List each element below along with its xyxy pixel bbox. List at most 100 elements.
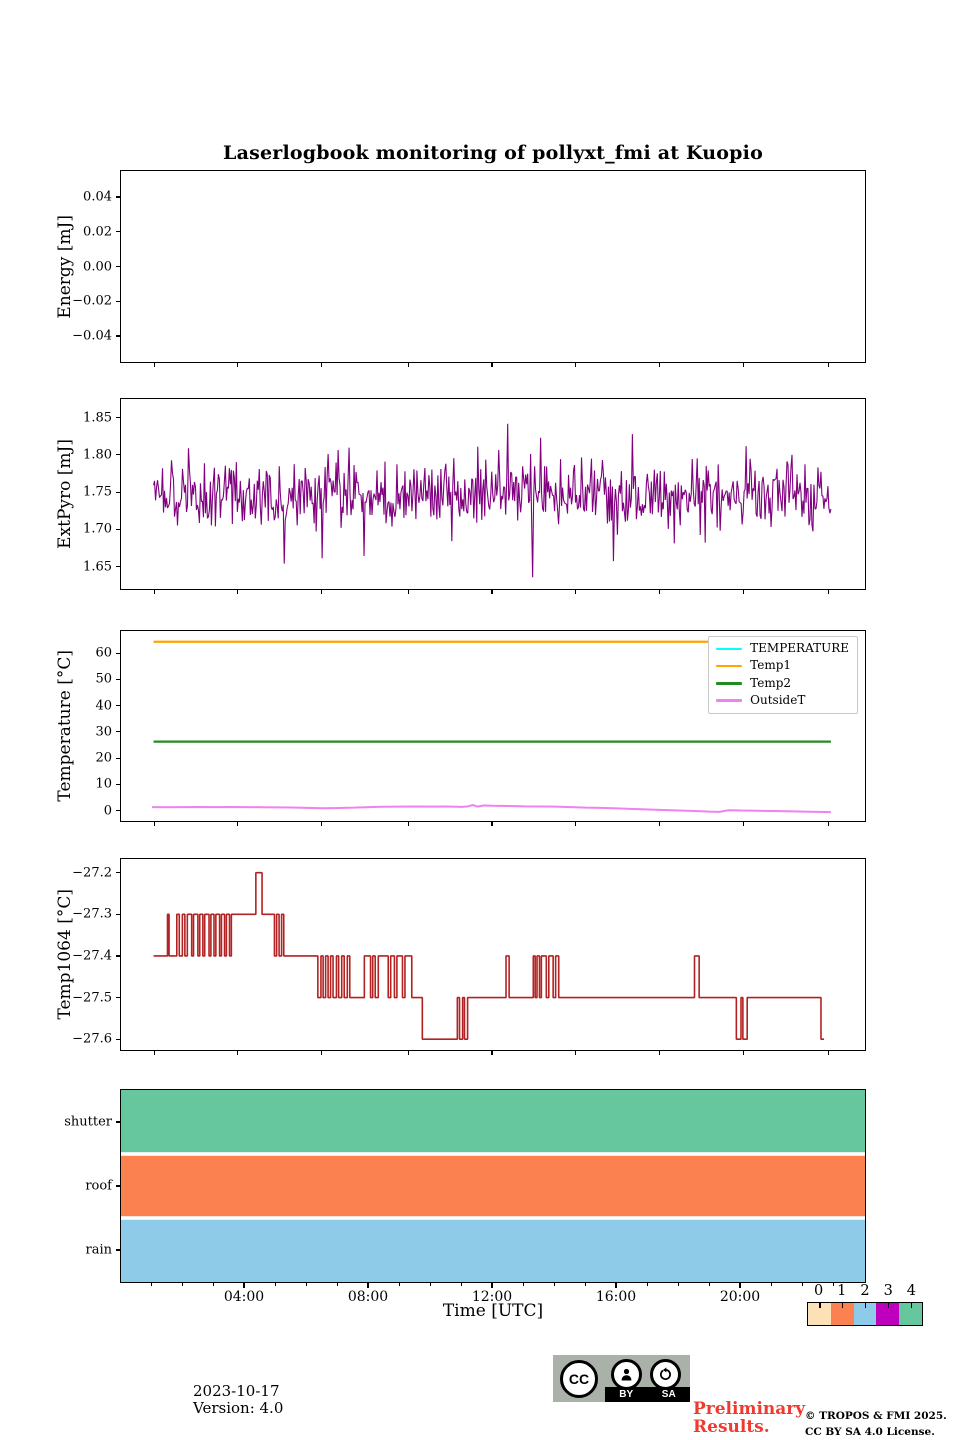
x-minor-tick	[832, 1283, 834, 1286]
cc-icon: CC	[560, 1360, 598, 1398]
x-tick	[153, 590, 155, 594]
x-tick	[491, 363, 493, 367]
OutsideT-line	[151, 804, 831, 814]
x-tick	[237, 363, 239, 367]
y-tick	[115, 652, 120, 654]
x-tick	[320, 363, 323, 367]
copyright-line1: © TROPOS & FMI 2025.	[805, 1410, 947, 1422]
x-major-tick	[739, 1283, 741, 1288]
y-tick-label: 0.02	[83, 224, 112, 240]
x-tick-label: 16:00	[595, 1289, 637, 1305]
colorbar-tick	[864, 1303, 867, 1308]
x-tick	[320, 590, 323, 594]
y-tick	[115, 955, 120, 957]
legend-item: Temp2	[716, 676, 849, 691]
x-minor-tick	[336, 1283, 338, 1286]
x-tick	[827, 363, 829, 367]
y-tick-label: 40	[95, 698, 112, 714]
legend-label: OutsideT	[750, 692, 806, 707]
x-major-tick	[243, 1283, 245, 1288]
Temp1064-line	[153, 871, 825, 1040]
x-tick	[153, 822, 155, 826]
x-tick	[320, 822, 323, 826]
y-tick	[115, 335, 120, 337]
colorbar-tick	[842, 1303, 844, 1308]
x-tick	[237, 822, 239, 826]
colorbar-cell-1	[830, 1303, 854, 1325]
version-text: Version: 4.0	[193, 1399, 284, 1417]
preliminary-line1: Preliminary	[693, 1399, 806, 1419]
x-major-tick	[615, 1283, 617, 1288]
legend-item: OutsideT	[716, 692, 849, 708]
status-canvas	[121, 1090, 865, 1282]
colorbar-label: 4	[906, 1283, 917, 1299]
preliminary-results-text: Preliminary Results.	[693, 1400, 805, 1437]
legend-label: TEMPERATURE	[750, 641, 849, 655]
x-minor-tick	[212, 1283, 214, 1286]
x-tick-label: 04:00	[223, 1289, 265, 1305]
x-minor-tick	[398, 1283, 400, 1286]
legend-swatch-Temp2	[716, 682, 743, 685]
y-tick-label: 10	[95, 776, 112, 792]
colorbar-tick	[819, 1303, 821, 1308]
x-minor-tick	[181, 1283, 183, 1286]
legend-swatch-Temp1	[716, 664, 743, 668]
y-tick-label: −0.02	[72, 293, 112, 309]
x-minor-tick	[553, 1283, 555, 1286]
x-tick	[237, 1051, 239, 1055]
x-axis-label: Time [UTC]	[442, 1301, 544, 1321]
x-minor-tick	[677, 1283, 679, 1286]
x-tick	[575, 822, 577, 826]
y-tick-label: 0	[103, 803, 112, 819]
x-tick	[153, 1051, 155, 1055]
x-tick	[407, 822, 409, 826]
x-tick	[827, 1051, 829, 1055]
y-tick	[115, 809, 120, 812]
x-minor-tick	[460, 1283, 462, 1286]
y-tick-label: −27.6	[72, 1031, 112, 1047]
x-minor-tick	[708, 1283, 710, 1286]
x-tick	[491, 822, 493, 826]
x-tick	[237, 590, 239, 594]
x-tick	[491, 1051, 493, 1055]
legend-swatch-OutsideT	[716, 699, 743, 703]
x-tick	[827, 822, 829, 826]
y-tick	[115, 417, 120, 419]
cc-by-person-icon	[611, 1359, 642, 1390]
x-tick	[658, 590, 660, 594]
y-tick-label: 0.04	[83, 189, 112, 205]
y-tick-label: 1.75	[83, 484, 112, 500]
y-tick	[115, 1121, 120, 1123]
x-tick	[742, 590, 744, 594]
x-tick	[407, 1051, 409, 1055]
x-tick	[658, 822, 660, 826]
legend-item: TEMPERATURE	[716, 641, 849, 656]
temperature-plot: TEMPERATURE Temp1 Temp2 OutsideT	[120, 630, 866, 822]
x-minor-tick	[305, 1283, 307, 1286]
roof-band	[121, 1155, 865, 1217]
y-tick	[115, 1038, 120, 1040]
y-tick-label: 1.70	[83, 521, 112, 537]
x-minor-tick	[429, 1283, 431, 1286]
x-minor-tick	[522, 1283, 524, 1286]
colorbar	[807, 1302, 923, 1326]
temperature-legend: TEMPERATURE Temp1 Temp2 OutsideT	[708, 636, 858, 714]
y-tick	[115, 566, 120, 568]
y-tick	[115, 757, 120, 759]
x-tick	[575, 590, 577, 594]
date-text: 2023-10-17	[193, 1382, 280, 1400]
copyright-line2: CC BY SA 4.0 License.	[805, 1425, 935, 1438]
y-tick-label: −27.3	[72, 906, 112, 922]
status-plot	[120, 1089, 866, 1283]
x-tick	[407, 363, 409, 367]
y-tick	[115, 196, 120, 198]
copyright-text: © TROPOS & FMI 2025. CC BY SA 4.0 Licens…	[805, 1409, 947, 1440]
colorbar-label: 1	[837, 1283, 847, 1299]
colorbar-tick	[887, 1303, 889, 1308]
x-tick	[827, 590, 829, 594]
y-tick-label: 1.65	[83, 559, 112, 575]
cc-by-label: BY	[619, 1389, 634, 1400]
y-tick	[115, 491, 120, 493]
y-tick	[115, 783, 120, 785]
